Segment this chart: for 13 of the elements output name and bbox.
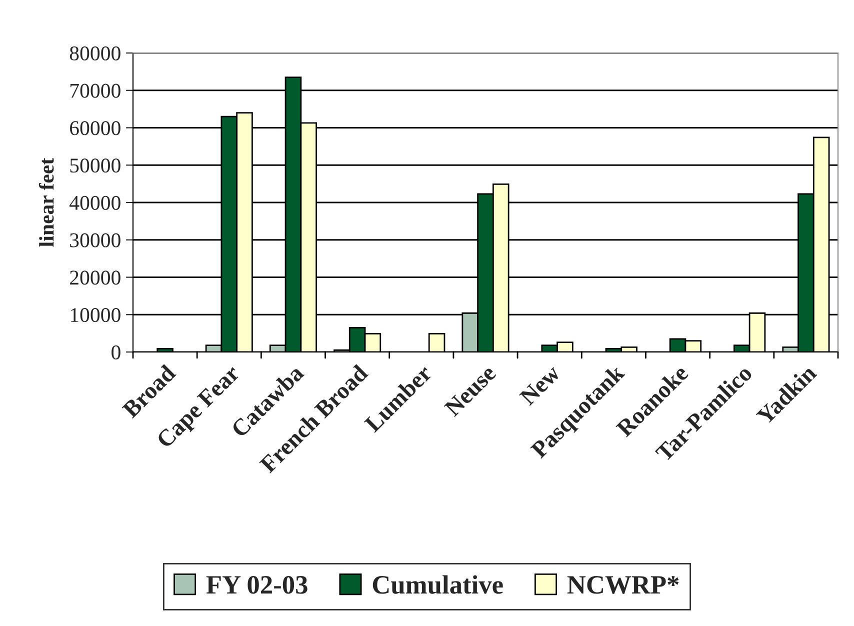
- y-tick-label: 40000: [70, 196, 120, 210]
- y-tick-label: 80000: [70, 46, 120, 60]
- legend-label: NCWRP*: [567, 576, 679, 594]
- y-tick-label: 30000: [70, 233, 120, 248]
- y-tick-label: 60000: [70, 121, 120, 136]
- legend-label: FY 02-03: [206, 576, 308, 594]
- y-tick-label: 0: [112, 345, 120, 360]
- legend-label: Cumulative: [372, 575, 503, 594]
- y-tick-label: 20000: [70, 270, 120, 285]
- y-tick-label: 10000: [70, 308, 120, 322]
- y-axis-title: linear feet: [38, 158, 54, 247]
- y-tick-label: 70000: [70, 84, 120, 98]
- y-tick-label: 50000: [70, 158, 120, 173]
